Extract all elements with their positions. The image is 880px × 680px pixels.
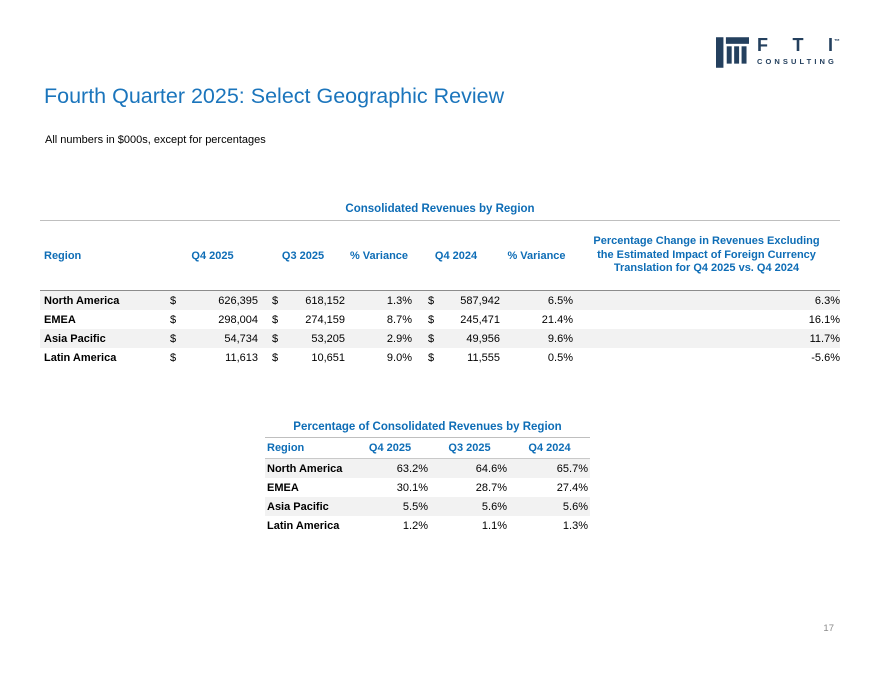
currency-symbol: $ [272, 313, 279, 326]
q3-2025-pct: 1.1% [481, 519, 507, 532]
currency-symbol: $ [272, 332, 279, 345]
col-header-fx-change: Percentage Change in Revenues Excluding … [593, 235, 820, 275]
currency-symbol: $ [428, 294, 435, 307]
table-row-north-america: North America $626,395 $618,152 1.3% $58… [40, 291, 840, 310]
col-header-q3-2025: Q3 2025 [448, 442, 491, 454]
col-header-region: Region [267, 442, 305, 454]
table-row-asia-pacific: Asia Pacific $54,734 $53,205 2.9% $49,95… [40, 329, 840, 348]
q3-2025-value: $618,152 [272, 294, 345, 307]
q3-2025-value: $274,159 [272, 313, 345, 326]
logo-consulting-text: CONSULTING [756, 57, 837, 66]
table2-title: Percentage of Consolidated Revenues by R… [265, 421, 590, 438]
q4-2025-value: $11,613 [170, 351, 258, 364]
col-header-q4-2025: Q4 2025 [191, 249, 234, 262]
variance1-value: 8.7% [386, 313, 412, 326]
col-header-q4-2024: Q4 2024 [434, 249, 478, 262]
variance1-value: 1.3% [386, 294, 412, 307]
logo-text: F T I ™ CONSULTING [756, 35, 840, 66]
currency-symbol: $ [170, 351, 177, 364]
table2-header-row: Region Q4 2025 Q3 2025 Q4 2024 [265, 438, 590, 459]
q4-2025-value: $298,004 [170, 313, 258, 326]
region-label: Latin America [44, 351, 117, 364]
table-row-asia-pacific: Asia Pacific 5.5% 5.6% 5.6% [265, 497, 590, 516]
q4-2025-pct: 1.2% [402, 519, 428, 532]
q4-2024-value: $587,942 [428, 294, 500, 307]
region-label: Asia Pacific [44, 332, 106, 345]
page-title: Fourth Quarter 2025: Select Geographic R… [44, 84, 505, 108]
col-header-q3-2025: Q3 2025 [281, 249, 325, 262]
col-header-variance1: % Variance [349, 249, 409, 262]
q4-2025-pct: 30.1% [396, 481, 428, 494]
trademark-symbol: ™ [833, 39, 840, 45]
q4-2025-value: $626,395 [170, 294, 258, 307]
table1-header-row: Region Q4 2025 Q3 2025 % Variance Q4 202… [40, 221, 840, 291]
table-row-latin-america: Latin America $11,613 $10,651 9.0% $11,5… [40, 348, 840, 367]
currency-symbol: $ [428, 313, 435, 326]
q4-2024-value: $245,471 [428, 313, 500, 326]
table-row-emea: EMEA $298,004 $274,159 8.7% $245,471 21.… [40, 310, 840, 329]
consolidated-revenues-table: Consolidated Revenues by Region Region Q… [40, 203, 840, 367]
variance2-value: 9.6% [547, 332, 573, 345]
col-header-variance2: % Variance [507, 249, 566, 262]
percentage-revenues-table: Percentage of Consolidated Revenues by R… [265, 421, 590, 535]
table-row-latin-america: Latin America 1.2% 1.1% 1.3% [265, 516, 590, 535]
q3-2025-pct: 64.6% [475, 462, 507, 475]
col-header-q4-2025: Q4 2025 [368, 442, 412, 454]
variance1-value: 2.9% [386, 332, 412, 345]
q4-2025-pct: 5.5% [402, 500, 428, 513]
region-label: EMEA [267, 481, 299, 494]
currency-symbol: $ [170, 294, 177, 307]
q3-2025-value: $10,651 [272, 351, 345, 364]
currency-symbol: $ [428, 332, 435, 345]
currency-symbol: $ [428, 351, 435, 364]
q3-2025-pct: 5.6% [481, 500, 507, 513]
fx-change-value: 16.1% [808, 313, 840, 326]
currency-symbol: $ [272, 351, 279, 364]
page-number: 17 [823, 623, 834, 634]
logo-letter-f: F [756, 35, 768, 55]
fti-consulting-logo: F T I ™ CONSULTING [715, 35, 840, 73]
col-header-q4-2024: Q4 2024 [528, 442, 571, 454]
fx-change-value: -5.6% [811, 351, 840, 364]
currency-symbol: $ [170, 313, 177, 326]
units-note: All numbers in $000s, except for percent… [45, 134, 266, 146]
q4-2024-pct: 27.4% [556, 481, 588, 494]
col-header-region: Region [44, 249, 82, 262]
variance2-value: 0.5% [547, 351, 573, 364]
logo-letters: F T I ™ [756, 35, 840, 55]
fti-column-icon [715, 37, 749, 73]
region-label: EMEA [44, 313, 76, 326]
q4-2024-pct: 1.3% [562, 519, 588, 532]
logo-letter-i: I [827, 35, 833, 55]
variance2-value: 21.4% [541, 313, 573, 326]
region-label: North America [267, 462, 343, 475]
table1-title: Consolidated Revenues by Region [40, 203, 840, 221]
q4-2024-value: $49,956 [428, 332, 500, 345]
currency-symbol: $ [272, 294, 279, 307]
table-row-north-america: North America 63.2% 64.6% 65.7% [265, 459, 590, 478]
q4-2025-pct: 63.2% [396, 462, 428, 475]
fx-change-value: 6.3% [814, 294, 840, 307]
q4-2024-value: $11,555 [428, 351, 500, 364]
logo-letter-t: T [792, 35, 804, 55]
region-label: North America [44, 294, 120, 307]
currency-symbol: $ [170, 332, 177, 345]
fx-change-value: 11.7% [809, 332, 840, 345]
q4-2024-pct: 5.6% [562, 500, 588, 513]
table-row-emea: EMEA 30.1% 28.7% 27.4% [265, 478, 590, 497]
variance2-value: 6.5% [547, 294, 573, 307]
region-label: Latin America [267, 519, 340, 532]
q3-2025-value: $53,205 [272, 332, 345, 345]
region-label: Asia Pacific [267, 500, 329, 513]
q4-2025-value: $54,734 [170, 332, 258, 345]
q3-2025-pct: 28.7% [475, 481, 507, 494]
q4-2024-pct: 65.7% [556, 462, 588, 475]
variance1-value: 9.0% [386, 351, 412, 364]
